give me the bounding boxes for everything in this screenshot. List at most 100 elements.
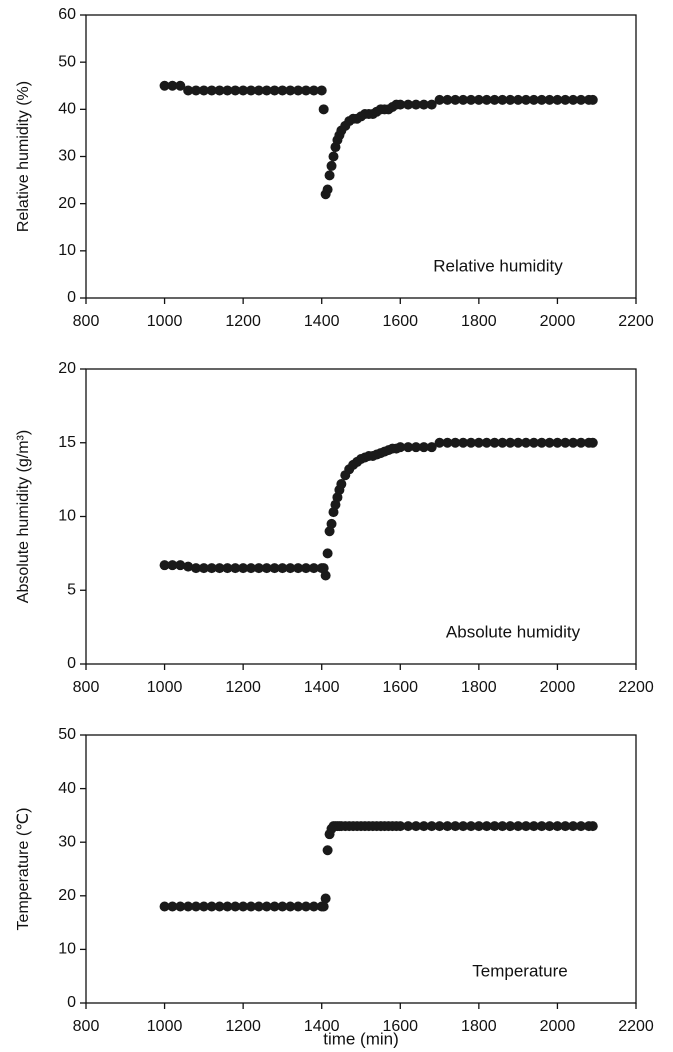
point (481, 94, 492, 105)
point (326, 518, 337, 529)
point (308, 901, 319, 912)
point (175, 560, 186, 571)
point (536, 94, 547, 105)
point (536, 821, 547, 832)
point (513, 94, 524, 105)
point (489, 821, 500, 832)
point (214, 901, 225, 912)
point (316, 85, 327, 96)
y-tick-label: 0 (67, 289, 76, 306)
point (395, 99, 406, 110)
point (450, 821, 461, 832)
y-tick-label: 60 (58, 6, 76, 23)
point (320, 570, 331, 581)
point (159, 901, 170, 912)
point (206, 85, 217, 96)
point (198, 85, 209, 96)
y-tick-label: 0 (67, 994, 76, 1011)
y-tick-label: 20 (58, 887, 76, 904)
point (285, 563, 296, 574)
point (191, 563, 201, 574)
point (167, 901, 178, 912)
point (246, 85, 256, 96)
point (434, 437, 445, 448)
point (293, 563, 304, 574)
point (587, 821, 598, 832)
point (238, 901, 249, 912)
point (308, 85, 319, 96)
x-tick-label: 1600 (382, 1018, 418, 1035)
point (403, 821, 414, 832)
point (552, 94, 563, 105)
point (544, 821, 555, 832)
point (318, 104, 329, 115)
point (544, 94, 555, 105)
point (230, 563, 241, 574)
y-axis-label: Relative humidity (%) (15, 81, 32, 232)
point (322, 845, 333, 856)
point (328, 151, 339, 162)
plot-frame (85, 734, 637, 1004)
point (497, 821, 508, 832)
point (159, 80, 170, 91)
point (411, 442, 421, 453)
point (473, 821, 484, 832)
point (521, 821, 531, 832)
point (426, 442, 437, 453)
point (481, 821, 492, 832)
point (183, 901, 194, 912)
point (277, 85, 288, 96)
point (497, 437, 508, 448)
x-tick-label: 1400 (304, 313, 340, 330)
point (587, 437, 598, 448)
point (426, 821, 437, 832)
x-tick-label: 2000 (540, 1018, 576, 1035)
point (505, 821, 516, 832)
point (253, 563, 264, 574)
point (411, 821, 421, 832)
point (544, 437, 555, 448)
point (521, 94, 531, 105)
y-axis-label: Temperature (℃) (15, 808, 32, 931)
point (418, 99, 429, 110)
point (238, 563, 249, 574)
point (466, 94, 476, 105)
point (214, 85, 225, 96)
point (458, 437, 469, 448)
x-tick-label: 800 (73, 1018, 100, 1035)
point (442, 94, 453, 105)
point (175, 80, 186, 91)
point (322, 548, 333, 559)
x-tick-label: 800 (73, 679, 100, 696)
y-tick-label: 50 (58, 53, 76, 70)
point (450, 437, 461, 448)
point (560, 437, 571, 448)
point (167, 80, 178, 91)
point (568, 94, 579, 105)
point (301, 85, 311, 96)
point (159, 560, 170, 571)
y-tick-label: 20 (58, 195, 76, 212)
point (285, 901, 296, 912)
point (198, 563, 209, 574)
y-tick-label: 10 (58, 508, 76, 525)
annotation: Temperature (472, 961, 567, 980)
point (552, 437, 563, 448)
y-tick-label: 10 (58, 242, 76, 259)
point (426, 99, 437, 110)
point (253, 85, 264, 96)
y-tick-label: 40 (58, 101, 76, 118)
point (513, 821, 524, 832)
point (230, 85, 241, 96)
point (505, 94, 516, 105)
point (261, 85, 272, 96)
point (198, 901, 209, 912)
point (473, 94, 484, 105)
y-tick-label: 20 (58, 360, 76, 377)
point (536, 437, 547, 448)
point (253, 901, 264, 912)
point (167, 560, 178, 571)
point (489, 94, 500, 105)
point (481, 437, 492, 448)
x-axis-label: time (min) (323, 1029, 399, 1048)
